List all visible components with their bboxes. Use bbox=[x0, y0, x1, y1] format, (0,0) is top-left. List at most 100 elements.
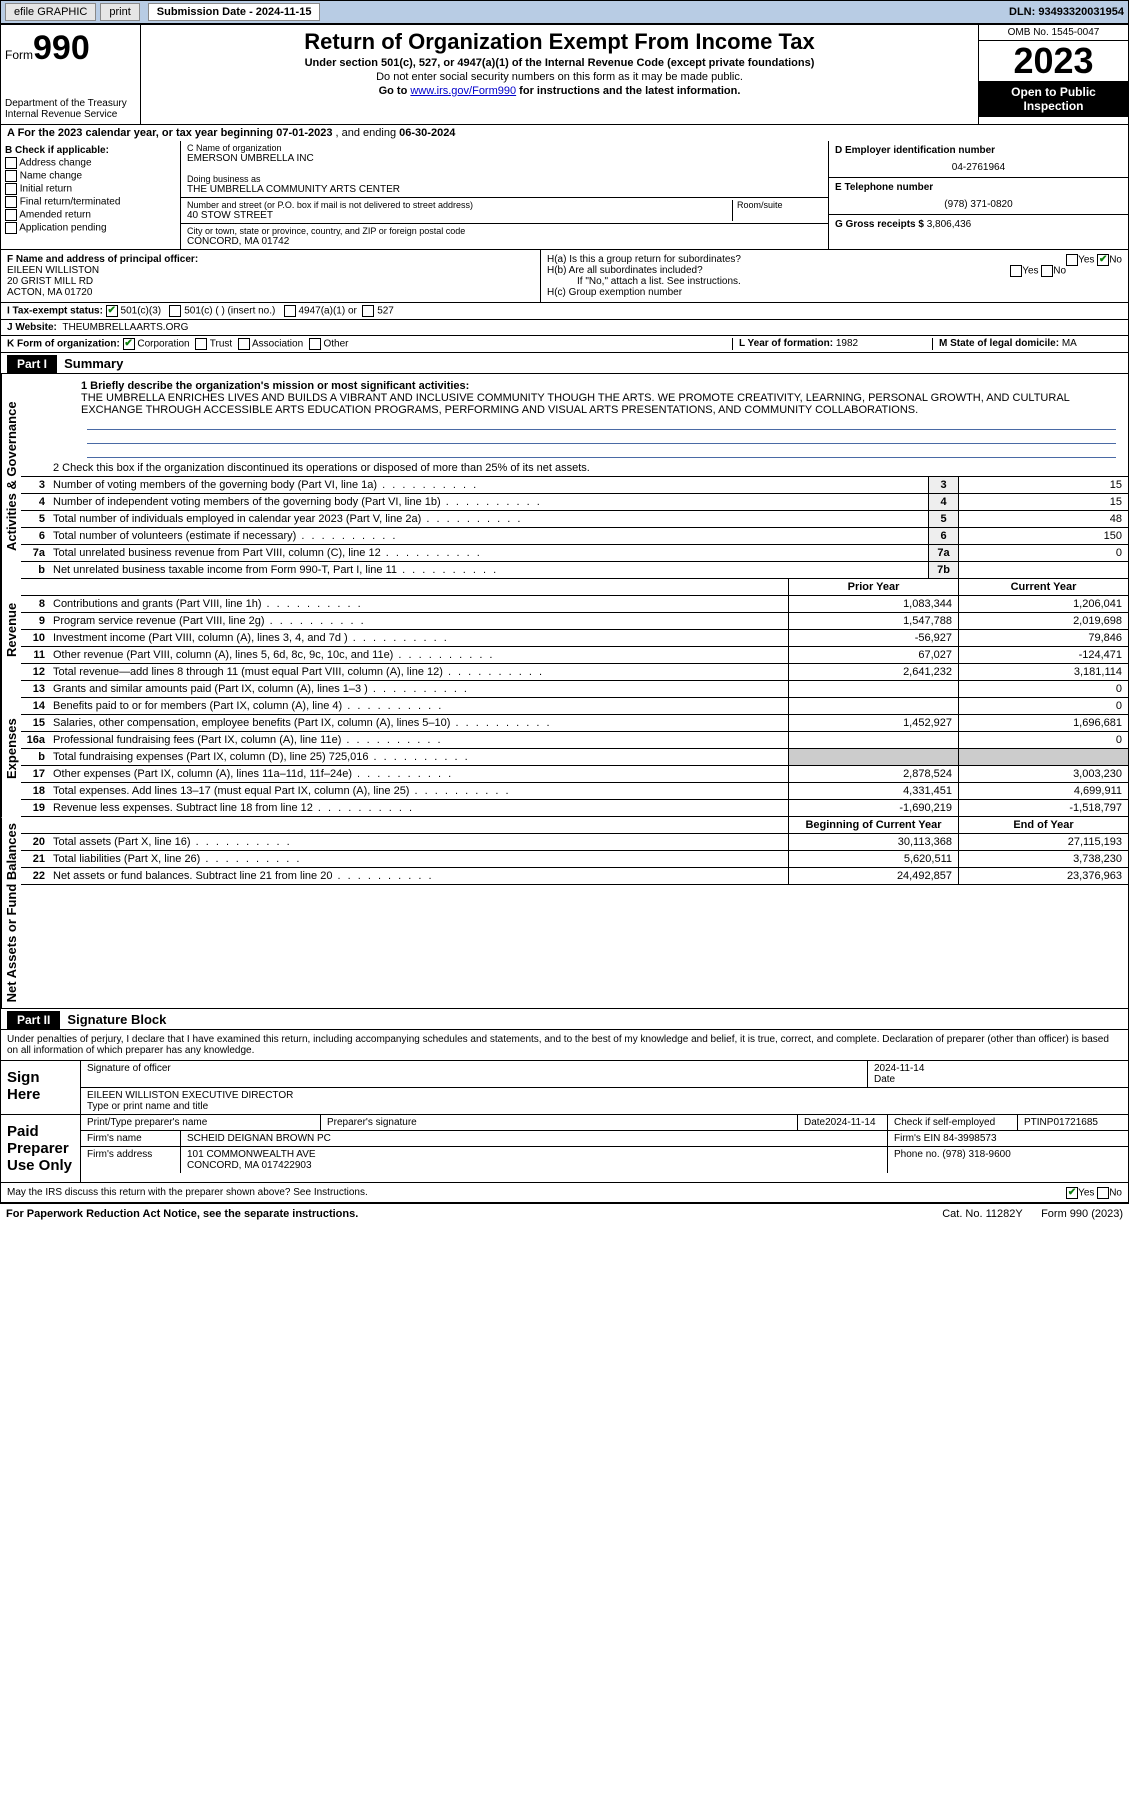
table-row: 12Total revenue—add lines 8 through 11 (… bbox=[21, 664, 1128, 681]
cb-amended[interactable]: Amended return bbox=[5, 209, 176, 221]
phone-value: (978) 371-0820 bbox=[835, 199, 1122, 210]
irs-link[interactable]: www.irs.gov/Form990 bbox=[410, 85, 516, 97]
form-ref: Form 990 (2023) bbox=[1041, 1208, 1123, 1220]
org-name: EMERSON UMBRELLA INC bbox=[187, 153, 822, 164]
officer-city: ACTON, MA 01720 bbox=[7, 287, 92, 298]
cb-pending[interactable]: Application pending bbox=[5, 222, 176, 234]
table-row: 18Total expenses. Add lines 13–17 (must … bbox=[21, 783, 1128, 800]
begin-year-hdr: Beginning of Current Year bbox=[788, 817, 958, 833]
part2-title: Signature Block bbox=[67, 1012, 166, 1027]
city-value: CONCORD, MA 01742 bbox=[187, 236, 822, 247]
table-row: 5Total number of individuals employed in… bbox=[21, 511, 1128, 528]
discuss-label: May the IRS discuss this return with the… bbox=[7, 1187, 368, 1198]
table-row: 7aTotal unrelated business revenue from … bbox=[21, 545, 1128, 562]
hb-label: H(b) Are all subordinates included? bbox=[547, 265, 703, 276]
self-employed: Check if self-employed bbox=[888, 1115, 1018, 1130]
firm-addr-label: Firm's address bbox=[81, 1147, 181, 1173]
table-row: 4Number of independent voting members of… bbox=[21, 494, 1128, 511]
table-row: 3Number of voting members of the governi… bbox=[21, 477, 1128, 494]
domicile-state: MA bbox=[1062, 338, 1077, 349]
cb-name-change[interactable]: Name change bbox=[5, 170, 176, 182]
discuss-no[interactable] bbox=[1097, 1187, 1109, 1199]
cb-501c[interactable] bbox=[169, 305, 181, 317]
cb-527[interactable] bbox=[362, 305, 374, 317]
sig-officer-label: Signature of officer bbox=[87, 1063, 861, 1074]
year-formation: 1982 bbox=[836, 338, 858, 349]
hb-yes[interactable] bbox=[1010, 265, 1022, 277]
table-row: 21Total liabilities (Part X, line 26)5,6… bbox=[21, 851, 1128, 868]
prior-year-hdr: Prior Year bbox=[788, 579, 958, 595]
cb-corp[interactable] bbox=[123, 338, 135, 350]
ein-value: 04-2761964 bbox=[835, 162, 1122, 173]
cb-501c3[interactable] bbox=[106, 305, 118, 317]
part1-table: Activities & Governance 1 Briefly descri… bbox=[0, 374, 1129, 579]
goto-note: Go to www.irs.gov/Form990 for instructio… bbox=[145, 85, 974, 97]
cb-assoc[interactable] bbox=[238, 338, 250, 350]
signature-block: Under penalties of perjury, I declare th… bbox=[0, 1030, 1129, 1203]
prep-name-label: Print/Type preparer's name bbox=[81, 1115, 321, 1130]
officer-name: EILEEN WILLISTON bbox=[7, 265, 99, 276]
top-bar: efile GRAPHIC print Submission Date - 20… bbox=[0, 0, 1129, 24]
cb-addr-change[interactable]: Address change bbox=[5, 157, 176, 169]
part1-title: Summary bbox=[64, 356, 123, 371]
website-value: THEUMBRELLAARTS.ORG bbox=[62, 322, 188, 333]
table-row: 11Other revenue (Part VIII, column (A), … bbox=[21, 647, 1128, 664]
firm-name: SCHEID DEIGNAN BROWN PC bbox=[181, 1131, 888, 1146]
hb-no[interactable] bbox=[1041, 265, 1053, 277]
paid-prep-label: Paid Preparer Use Only bbox=[1, 1115, 81, 1182]
perjury-text: Under penalties of perjury, I declare th… bbox=[1, 1030, 1128, 1060]
cb-initial[interactable]: Initial return bbox=[5, 183, 176, 195]
street-label: Number and street (or P.O. box if mail i… bbox=[187, 200, 732, 210]
tax-year: 2023 bbox=[979, 41, 1128, 81]
table-row: bNet unrelated business taxable income f… bbox=[21, 562, 1128, 579]
omb-number: OMB No. 1545-0047 bbox=[979, 25, 1128, 41]
cb-final[interactable]: Final return/terminated bbox=[5, 196, 176, 208]
sign-here-label: Sign Here bbox=[1, 1061, 81, 1114]
vtab-governance: Activities & Governance bbox=[1, 374, 21, 579]
firm-addr1: 101 COMMONWEALTH AVE bbox=[187, 1149, 316, 1160]
line-i: I Tax-exempt status: 501(c)(3) 501(c) ( … bbox=[0, 303, 1129, 320]
cat-no: Cat. No. 11282Y bbox=[942, 1208, 1023, 1220]
name-label: C Name of organization bbox=[187, 143, 822, 153]
dba-label: Doing business as bbox=[187, 174, 822, 184]
cb-4947[interactable] bbox=[284, 305, 296, 317]
officer-printed: EILEEN WILLISTON EXECUTIVE DIRECTOR bbox=[87, 1090, 293, 1101]
ha-label: H(a) Is this a group return for subordin… bbox=[547, 254, 741, 265]
print-button[interactable]: print bbox=[100, 3, 139, 21]
ha-yes[interactable] bbox=[1066, 254, 1078, 266]
firm-phone: (978) 318-9600 bbox=[942, 1149, 1010, 1160]
end-year-hdr: End of Year bbox=[958, 817, 1128, 833]
form-title: Return of Organization Exempt From Incom… bbox=[145, 29, 974, 55]
submission-date: Submission Date - 2024-11-15 bbox=[148, 3, 321, 21]
f-label: F Name and address of principal officer: bbox=[7, 254, 198, 265]
irs-label: Internal Revenue Service bbox=[5, 109, 136, 120]
phone-label: E Telephone number bbox=[835, 182, 1122, 193]
form-number: Form990 bbox=[5, 29, 136, 68]
line-klm: K Form of organization: Corporation Trus… bbox=[0, 336, 1129, 353]
gross-value: 3,806,436 bbox=[927, 219, 972, 230]
efile-button[interactable]: efile GRAPHIC bbox=[5, 3, 96, 21]
dept-label: Department of the Treasury bbox=[5, 98, 136, 109]
vtab-expenses: Expenses bbox=[1, 681, 21, 817]
ha-no[interactable] bbox=[1097, 254, 1109, 266]
dba-value: THE UMBRELLA COMMUNITY ARTS CENTER bbox=[187, 184, 822, 195]
vtab-revenue: Revenue bbox=[1, 579, 21, 681]
cb-trust[interactable] bbox=[195, 338, 207, 350]
mission-text: THE UMBRELLA ENRICHES LIVES AND BUILDS A… bbox=[81, 392, 1069, 416]
prep-sig-label: Preparer's signature bbox=[321, 1115, 798, 1130]
table-row: bTotal fundraising expenses (Part IX, co… bbox=[21, 749, 1128, 766]
table-row: 19Revenue less expenses. Subtract line 1… bbox=[21, 800, 1128, 817]
firm-ein: 84-3998573 bbox=[943, 1133, 996, 1144]
street-value: 40 STOW STREET bbox=[187, 210, 732, 221]
col-c: C Name of organization EMERSON UMBRELLA … bbox=[181, 141, 828, 249]
table-row: 13Grants and similar amounts paid (Part … bbox=[21, 681, 1128, 698]
line-j: J Website: THEUMBRELLAARTS.ORG bbox=[0, 320, 1129, 336]
room-label: Room/suite bbox=[737, 200, 822, 210]
prep-date: 2024-11-14 bbox=[825, 1117, 875, 1128]
discuss-yes[interactable] bbox=[1066, 1187, 1078, 1199]
table-row: 8Contributions and grants (Part VIII, li… bbox=[21, 596, 1128, 613]
ptin-value: P01721685 bbox=[1047, 1117, 1098, 1128]
form-header: Form990 Department of the Treasury Inter… bbox=[0, 24, 1129, 125]
city-label: City or town, state or province, country… bbox=[187, 226, 822, 236]
cb-other[interactable] bbox=[309, 338, 321, 350]
